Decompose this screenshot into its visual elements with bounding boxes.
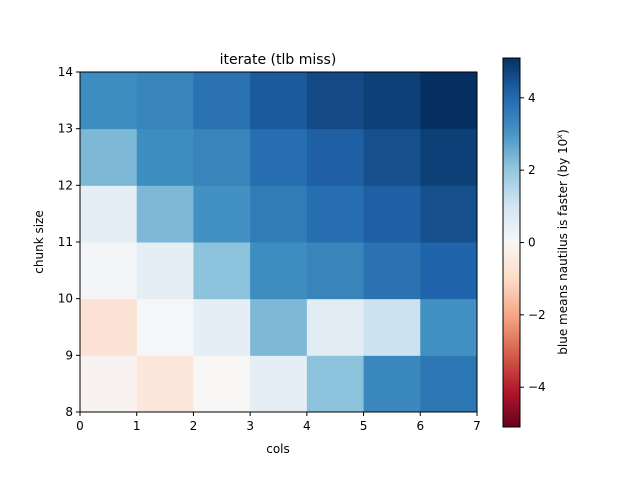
colorbar-ticks: −4 −2 0 2 4 — [520, 91, 546, 394]
heatmap-cell — [80, 298, 138, 356]
heatmap-cell — [306, 242, 365, 300]
heatmap-cell — [420, 298, 478, 356]
heatmap-cell — [193, 355, 251, 413]
x-tick-label: 0 — [76, 419, 84, 433]
heatmap-cell — [306, 72, 365, 130]
colorbar-tick-label: 4 — [528, 91, 536, 105]
colorbar-label-exponent: x — [555, 134, 564, 140]
heatmap-cell — [306, 298, 365, 356]
heatmap-cell — [136, 242, 194, 300]
heatmap-cell — [306, 128, 365, 186]
x-tick-label: 7 — [473, 419, 481, 433]
heatmap-cell — [193, 242, 251, 300]
heatmap-cell — [363, 185, 421, 243]
chart-title: iterate (tlb miss) — [220, 52, 337, 68]
y-tick-label: 13 — [58, 122, 73, 136]
colorbar-label-prefix: blue means nautilus is faster (by 10 — [556, 139, 570, 355]
heatmap-cell — [193, 298, 251, 356]
heatmap-cell — [250, 72, 308, 130]
heatmap-cell — [193, 185, 251, 243]
y-tick-label: 14 — [58, 65, 73, 79]
y-tick-label: 11 — [58, 235, 73, 249]
heatmap-cell — [250, 242, 308, 300]
heatmap-cells — [80, 72, 478, 413]
heatmap-cell — [420, 242, 478, 300]
colorbar-tick-label: −4 — [528, 380, 546, 394]
colorbar-label-suffix: ) — [556, 129, 570, 134]
heatmap-cell — [306, 355, 365, 413]
heatmap-cell — [136, 298, 194, 356]
heatmap-cell — [136, 355, 194, 413]
heatmap-cell — [420, 355, 478, 413]
heatmap-cell — [363, 355, 421, 413]
heatmap-cell — [363, 242, 421, 300]
x-tick-label: 6 — [416, 419, 424, 433]
heatmap-cell — [80, 242, 138, 300]
x-tick-label: 3 — [246, 419, 254, 433]
heatmap-cell — [136, 128, 194, 186]
heatmap-cell — [363, 72, 421, 130]
y-tick-label: 10 — [58, 292, 73, 306]
heatmap-cell — [420, 185, 478, 243]
heatmap-cell — [250, 185, 308, 243]
x-tick-label: 1 — [133, 419, 141, 433]
heatmap-cell — [136, 72, 194, 130]
colorbar — [502, 57, 521, 428]
y-tick-label: 8 — [65, 405, 73, 419]
x-tick-label: 4 — [303, 419, 311, 433]
colorbar-tick-label: 0 — [528, 236, 536, 250]
heatmap-cell — [420, 128, 478, 186]
heatmap-cell — [80, 128, 138, 186]
colorbar-tick-label: 2 — [528, 163, 536, 177]
x-tick-label: 2 — [190, 419, 198, 433]
heatmap-cell — [193, 128, 251, 186]
heatmap-cell — [136, 185, 194, 243]
heatmap-cell — [193, 72, 251, 130]
heatmap-cell — [250, 355, 308, 413]
y-axis-ticks: 8 9 10 11 12 13 14 — [58, 65, 80, 419]
x-axis-ticks: 0 1 2 3 4 5 6 7 — [76, 412, 481, 433]
heatmap-cell — [250, 128, 308, 186]
y-tick-label: 9 — [65, 348, 73, 362]
heatmap-cell — [80, 185, 138, 243]
y-tick-label: 12 — [58, 178, 73, 192]
x-tick-label: 5 — [360, 419, 368, 433]
heatmap-cell — [363, 298, 421, 356]
heatmap-cell — [80, 355, 138, 413]
heatmap-cell — [80, 72, 138, 130]
y-axis-label: chunk size — [32, 210, 46, 273]
x-axis-label: cols — [266, 442, 290, 456]
heatmap-cell — [250, 298, 308, 356]
colorbar-tick-label: −2 — [528, 308, 546, 322]
heatmap-cell — [420, 72, 478, 130]
colorbar-label: blue means nautilus is faster (by 10x) — [555, 129, 570, 354]
heatmap-cell — [306, 185, 365, 243]
heatmap-cell — [363, 128, 421, 186]
